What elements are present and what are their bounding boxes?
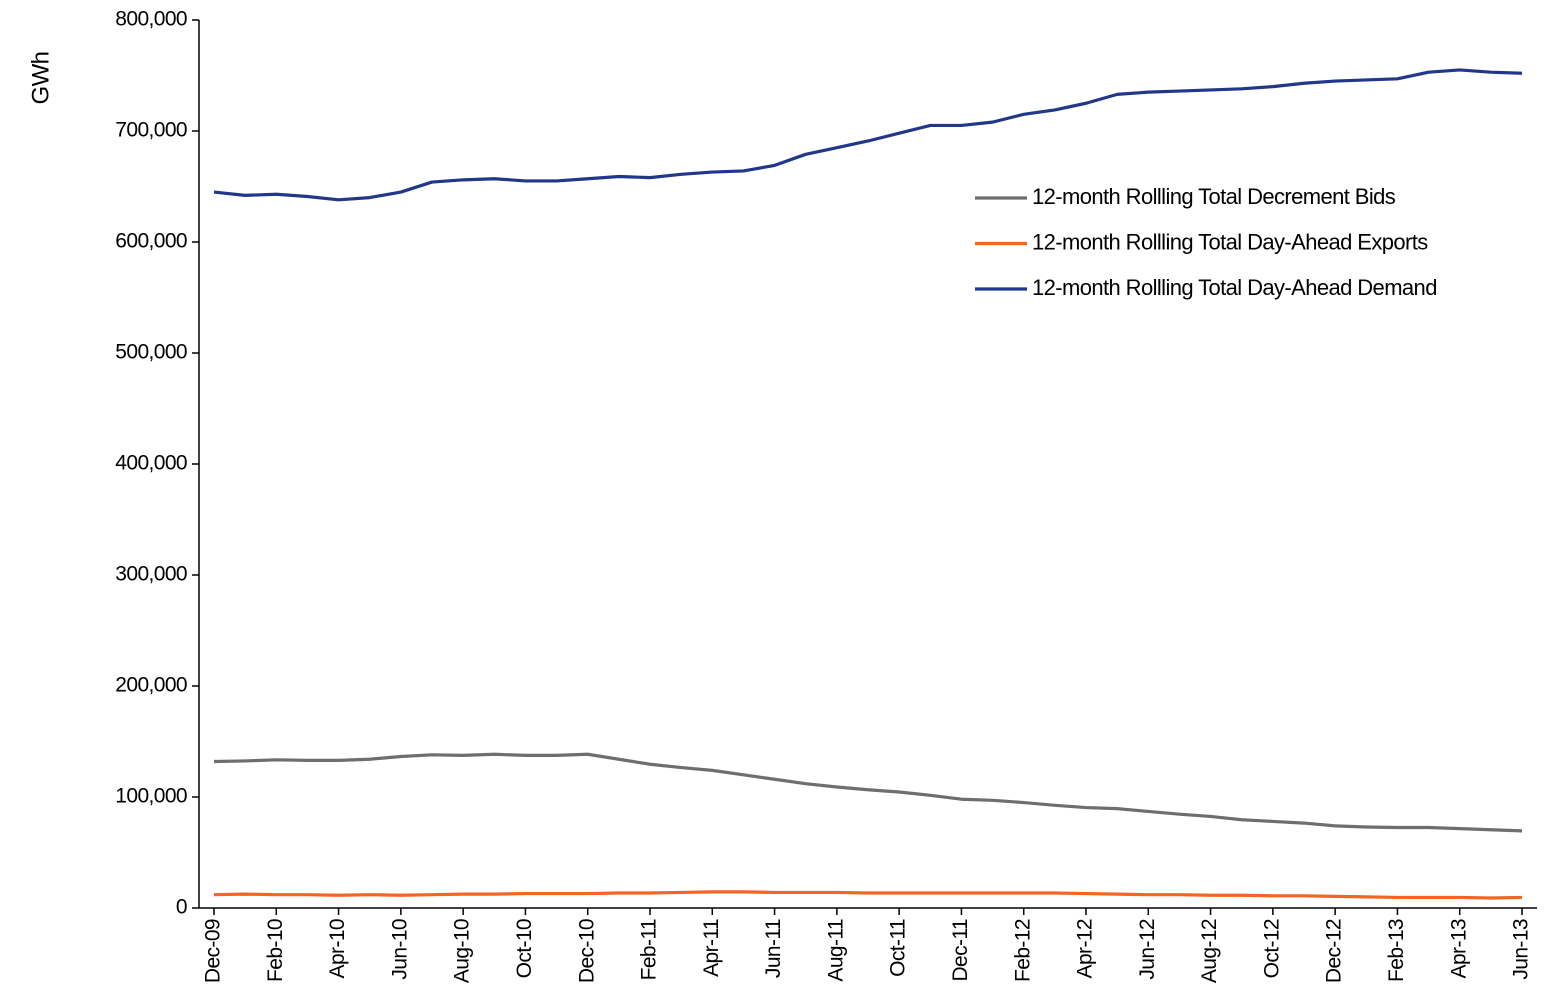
y-axis-label: GWh: [27, 52, 54, 105]
y-tick-label: 800,000: [115, 8, 187, 31]
x-tick-label: Aug-10: [451, 919, 474, 983]
x-tick-label: Dec-11: [949, 919, 972, 982]
legend-label: 12-month Rollling Total Day-Ahead Export…: [1032, 229, 1428, 254]
y-tick-label: 700,000: [115, 119, 187, 142]
y-tick-label: 300,000: [115, 563, 187, 586]
x-tick-label: Dec-10: [575, 919, 598, 983]
x-tick-label: Jun-13: [1510, 919, 1533, 980]
legend-label: 12-month Rollling Total Day-Ahead Demand: [1032, 275, 1437, 300]
x-tick-label: Jun-11: [762, 919, 785, 978]
x-tick-label: Jun-12: [1136, 919, 1159, 980]
x-tick-label: Feb-13: [1385, 919, 1408, 982]
x-tick-label: Oct-12: [1260, 919, 1283, 978]
y-tick-label: 200,000: [115, 674, 187, 697]
x-tick-label: Oct-10: [513, 919, 536, 978]
series-line: [213, 890, 1523, 900]
legend-label: 12-month Rollling Total Decrement Bids: [1032, 184, 1396, 209]
series-line: [213, 752, 1523, 833]
x-tick-label: Apr-10: [326, 919, 349, 978]
y-tick-label: 0: [176, 896, 187, 919]
x-tick-label: Apr-11: [700, 919, 723, 977]
x-tick-label: Oct-11: [887, 919, 910, 977]
y-tick-label: 100,000: [115, 785, 187, 808]
x-tick-label: Dec-12: [1323, 919, 1346, 983]
x-tick-label: Apr-12: [1074, 919, 1097, 978]
x-tick-label: Aug-11: [824, 919, 847, 982]
y-tick-label: 600,000: [115, 230, 187, 253]
series-line: [213, 68, 1523, 202]
x-tick-label: Feb-10: [264, 919, 287, 982]
x-tick-label: Feb-12: [1011, 919, 1034, 982]
x-tick-label: Dec-09: [202, 919, 225, 983]
x-tick-label: Jun-10: [388, 919, 411, 980]
x-tick-label: Aug-12: [1198, 919, 1221, 983]
x-tick-label: Feb-11: [638, 919, 661, 980]
y-tick-label: 500,000: [115, 341, 187, 364]
x-tick-label: Apr-13: [1447, 919, 1470, 978]
y-tick-label: 400,000: [115, 452, 187, 475]
